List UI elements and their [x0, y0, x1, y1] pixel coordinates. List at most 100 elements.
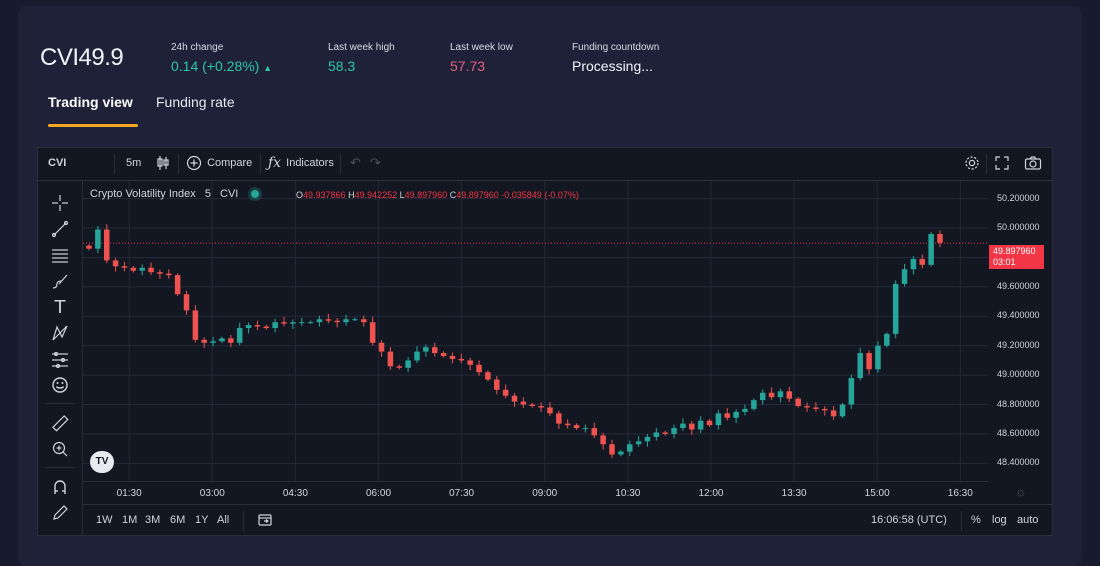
candle	[210, 336, 216, 347]
undo-icon[interactable]: ↶	[350, 155, 361, 170]
candle	[892, 280, 899, 339]
stat-label: Last week low	[450, 42, 513, 53]
candle	[148, 262, 154, 275]
candle	[919, 254, 926, 269]
up-arrow-icon: ▲	[263, 63, 273, 73]
candle	[875, 341, 881, 373]
crosshair-icon[interactable]	[50, 193, 70, 213]
ruler-icon[interactable]	[50, 413, 70, 433]
percent-scale-button[interactable]: %	[971, 514, 981, 526]
divider	[986, 154, 987, 174]
candle	[910, 256, 917, 275]
candle	[742, 404, 748, 416]
candle	[901, 263, 908, 287]
divider	[260, 154, 261, 174]
pencil-lock-icon[interactable]	[50, 503, 70, 523]
range-1y-button[interactable]: 1Y	[195, 514, 209, 526]
candle	[609, 439, 615, 459]
auto-scale-button[interactable]: auto	[1017, 514, 1039, 526]
candle	[449, 352, 456, 364]
chart-top-toolbar: CVI 5m Compare ƒx Indicators ↶ ↷	[38, 148, 1052, 181]
symbol-search-button[interactable]: CVI	[48, 157, 67, 169]
change-value: -0.035849 (-0.07%)	[501, 190, 579, 200]
candle	[520, 397, 527, 409]
redo-icon[interactable]: ↷	[370, 155, 381, 170]
candle	[813, 402, 819, 412]
go-to-date-icon[interactable]	[257, 512, 273, 531]
indicators-button[interactable]: ƒx Indicators	[268, 155, 334, 171]
candle	[405, 356, 411, 373]
log-scale-button[interactable]: log	[992, 514, 1007, 526]
candle	[884, 332, 890, 348]
close-value: 49.897960	[456, 190, 499, 200]
last-price-tag: 49.897960 03:01	[989, 245, 1044, 269]
candle	[201, 337, 207, 349]
candle	[467, 357, 473, 371]
x-tick-label: 10:30	[615, 488, 641, 499]
candle	[494, 376, 500, 395]
candle	[423, 344, 429, 357]
tab-funding-rate[interactable]: Funding rate	[156, 94, 235, 110]
candle	[440, 351, 447, 358]
tab-trading-view[interactable]: Trading view	[48, 94, 133, 110]
time-axis[interactable]: 01:30 03:00 04:30 06:00 07:30 09:00 10:30 12:00…	[83, 481, 988, 504]
tradingview-logo[interactable]: TV	[90, 451, 114, 473]
x-tick-label: 15:00	[864, 488, 890, 499]
candle	[361, 315, 367, 327]
range-6m-button[interactable]: 6M	[170, 514, 186, 526]
settings-gear-icon[interactable]	[964, 155, 980, 174]
candle	[387, 347, 394, 370]
divider	[340, 154, 341, 174]
candle	[715, 409, 722, 430]
candle	[121, 261, 128, 272]
divider	[46, 403, 74, 404]
candle	[662, 430, 668, 436]
candle	[476, 360, 482, 376]
range-1m-button[interactable]: 1M	[122, 514, 138, 526]
chart-legend: Crypto Volatility Index 5 CVI	[90, 188, 260, 200]
interval-button[interactable]: 5m	[126, 157, 142, 169]
candle	[236, 322, 243, 346]
text-tool-icon[interactable]: T	[54, 296, 66, 318]
emoji-icon[interactable]	[50, 375, 70, 395]
candle	[759, 389, 766, 405]
zoom-in-icon[interactable]	[50, 439, 70, 459]
compare-button[interactable]: Compare	[186, 155, 252, 171]
candle	[626, 440, 633, 456]
chart-bottom-toolbar: 1W 1M 3M 6M 1Y All 16:06:58 (UTC) % log …	[83, 504, 1052, 536]
candle	[928, 232, 934, 267]
settings-sun-icon[interactable]: ☼	[1015, 484, 1027, 499]
candle	[157, 269, 163, 279]
candle	[139, 264, 145, 276]
range-all-button[interactable]: All	[217, 514, 230, 526]
camera-icon[interactable]	[1024, 155, 1042, 174]
candle	[130, 266, 137, 273]
candle	[804, 402, 810, 412]
candles-type-icon[interactable]	[156, 155, 170, 174]
range-3m-button[interactable]: 3M	[145, 514, 161, 526]
pattern-icon[interactable]	[50, 323, 70, 343]
magnet-icon[interactable]	[50, 477, 70, 497]
price-axis[interactable]: 50.20000050.00000049.80000049.60000049.4…	[989, 181, 1052, 481]
horizontal-lines-icon[interactable]	[50, 245, 70, 265]
fullscreen-icon[interactable]	[994, 155, 1010, 174]
active-tab-indicator	[48, 124, 138, 127]
status-dot-icon	[251, 190, 260, 199]
candle	[307, 320, 314, 324]
high-value: 49.942252	[354, 190, 398, 200]
series-name: Crypto Volatility Index	[90, 188, 196, 200]
divider	[178, 154, 179, 174]
candle	[777, 388, 784, 403]
utc-clock[interactable]: 16:06:58 (UTC)	[871, 514, 947, 526]
candle	[733, 409, 739, 424]
trend-line-icon[interactable]	[50, 219, 70, 239]
y-tick-label: 49.400000	[997, 310, 1040, 321]
brush-icon[interactable]	[50, 271, 70, 291]
divider	[243, 511, 244, 531]
candle	[343, 314, 349, 326]
candle	[281, 316, 287, 327]
measure-lines-icon[interactable]	[50, 349, 70, 369]
candlestick-chart[interactable]	[83, 181, 988, 481]
range-1w-button[interactable]: 1W	[96, 514, 113, 526]
candle	[414, 346, 420, 364]
